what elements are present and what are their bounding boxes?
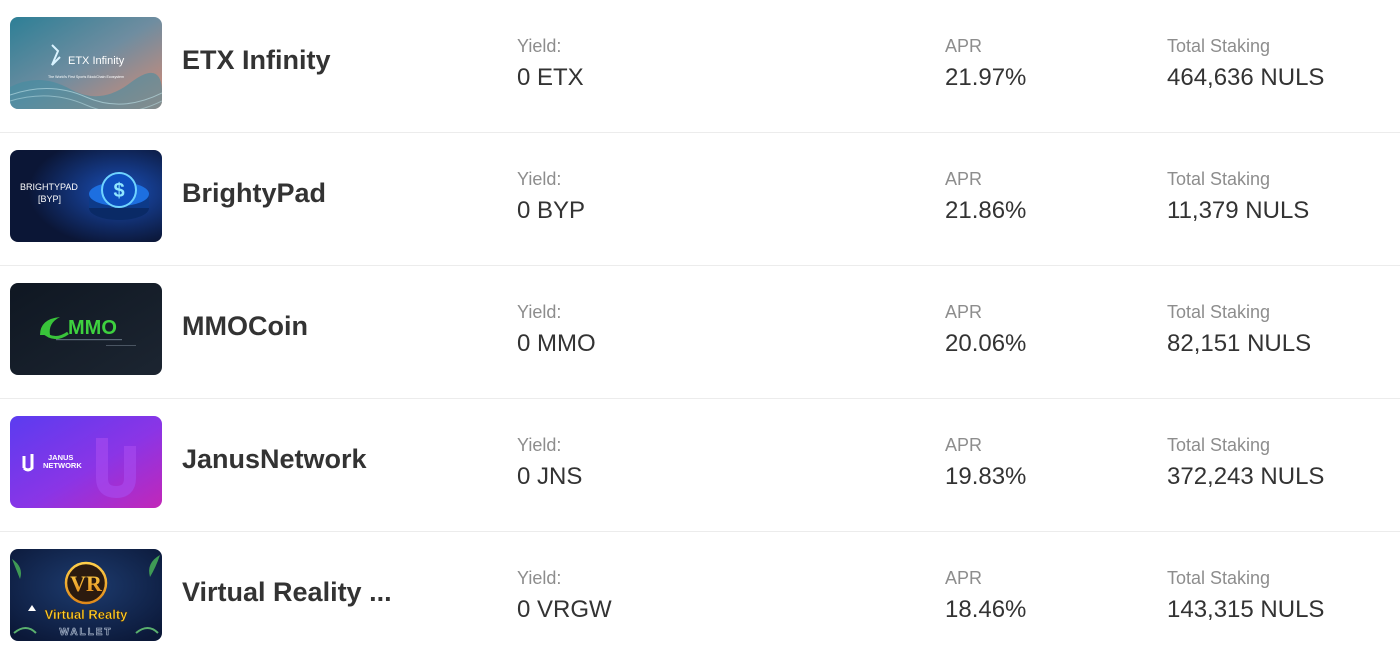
total-staking-label: Total Staking	[1167, 169, 1271, 189]
yield-label: Yield:	[517, 568, 562, 588]
virtual-reality-logo: VR Virtual Realty WALLET	[10, 549, 162, 641]
svg-text:BRIGHTYPAD: BRIGHTYPAD	[20, 182, 78, 192]
yield-column: Yield: 0 VRGW	[517, 566, 612, 628]
svg-text:NETWORK: NETWORK	[43, 461, 82, 470]
apr-value: 20.06%	[945, 330, 1027, 357]
svg-text:ETX Infinity: ETX Infinity	[68, 55, 125, 67]
yield-label: Yield:	[517, 302, 562, 322]
total-staking-column: Total Staking 143,315 NULS	[1167, 566, 1324, 628]
apr-label: APR	[945, 302, 983, 322]
pool-row-brightypad[interactable]: $ BRIGHTYPAD [BYP] BrightyPad Yield: 0 B…	[0, 133, 1400, 266]
total-staking-value: 143,315 NULS	[1167, 596, 1325, 623]
yield-value: 0 JNS	[517, 463, 583, 490]
svg-text:VR: VR	[70, 571, 103, 596]
etx-infinity-logo: ETX Infinity The World's First Sports Bl…	[10, 17, 162, 109]
svg-text:Virtual Realty: Virtual Realty	[45, 607, 129, 622]
total-staking-label: Total Staking	[1167, 568, 1271, 588]
apr-column: APR 21.97%	[945, 34, 1026, 96]
pool-name: Virtual Reality ...	[182, 577, 392, 607]
apr-label: APR	[945, 169, 983, 189]
svg-text:JANUS: JANUS	[48, 453, 73, 462]
janusnetwork-logo: JANUS NETWORK	[10, 416, 162, 508]
svg-text:WALLET: WALLET	[59, 627, 112, 638]
pool-name: ETX Infinity	[182, 45, 331, 75]
apr-label: APR	[945, 568, 983, 588]
svg-text:$: $	[113, 180, 124, 202]
pool-row-virtual-reality[interactable]: VR Virtual Realty WALLET Virtual Reality…	[0, 532, 1400, 664]
mmocoin-logo: MMO	[10, 283, 162, 375]
apr-column: APR 19.83%	[945, 433, 1026, 495]
total-staking-column: Total Staking 464,636 NULS	[1167, 34, 1324, 96]
pool-row-etx-infinity[interactable]: ETX Infinity The World's First Sports Bl…	[0, 0, 1400, 133]
yield-column: Yield: 0 MMO	[517, 300, 596, 362]
brightypad-logo: $ BRIGHTYPAD [BYP]	[10, 150, 162, 242]
yield-column: Yield: 0 BYP	[517, 167, 585, 229]
svg-text:The World's First Sports Block: The World's First Sports BlockChain Ecos…	[48, 75, 124, 79]
apr-label: APR	[945, 36, 983, 56]
apr-column: APR 20.06%	[945, 300, 1026, 362]
yield-value: 0 ETX	[517, 64, 584, 91]
total-staking-value: 372,243 NULS	[1167, 463, 1325, 490]
apr-label: APR	[945, 435, 983, 455]
total-staking-label: Total Staking	[1167, 302, 1271, 322]
total-staking-value: 11,379 NULS	[1167, 197, 1310, 224]
svg-text:[BYP]: [BYP]	[38, 194, 61, 204]
apr-column: APR 21.86%	[945, 167, 1026, 229]
yield-value: 0 BYP	[517, 197, 586, 224]
yield-label: Yield:	[517, 169, 562, 189]
pool-name: MMOCoin	[182, 311, 308, 341]
pool-row-mmocoin[interactable]: MMO MMOCoin Yield: 0 MMO APR 20.06% Tota…	[0, 266, 1400, 399]
yield-label: Yield:	[517, 435, 562, 455]
yield-column: Yield: 0 JNS	[517, 433, 582, 495]
apr-value: 18.46%	[945, 596, 1027, 623]
total-staking-column: Total Staking 372,243 NULS	[1167, 433, 1324, 495]
apr-value: 19.83%	[945, 463, 1027, 490]
total-staking-value: 82,151 NULS	[1167, 330, 1312, 357]
svg-text:MMO: MMO	[68, 317, 117, 339]
pool-row-janusnetwork[interactable]: JANUS NETWORK JanusNetwork Yield: 0 JNS …	[0, 399, 1400, 532]
apr-value: 21.86%	[945, 197, 1027, 224]
yield-column: Yield: 0 ETX	[517, 34, 584, 96]
total-staking-column: Total Staking 11,379 NULS	[1167, 167, 1309, 229]
yield-value: 0 MMO	[517, 330, 596, 357]
pool-name: BrightyPad	[182, 178, 327, 208]
pool-name: JanusNetwork	[182, 444, 367, 474]
total-staking-value: 464,636 NULS	[1167, 64, 1325, 91]
total-staking-label: Total Staking	[1167, 36, 1271, 56]
yield-value: 0 VRGW	[517, 596, 612, 623]
yield-label: Yield:	[517, 36, 562, 56]
apr-value: 21.97%	[945, 64, 1027, 91]
apr-column: APR 18.46%	[945, 566, 1026, 628]
total-staking-label: Total Staking	[1167, 435, 1271, 455]
total-staking-column: Total Staking 82,151 NULS	[1167, 300, 1311, 362]
